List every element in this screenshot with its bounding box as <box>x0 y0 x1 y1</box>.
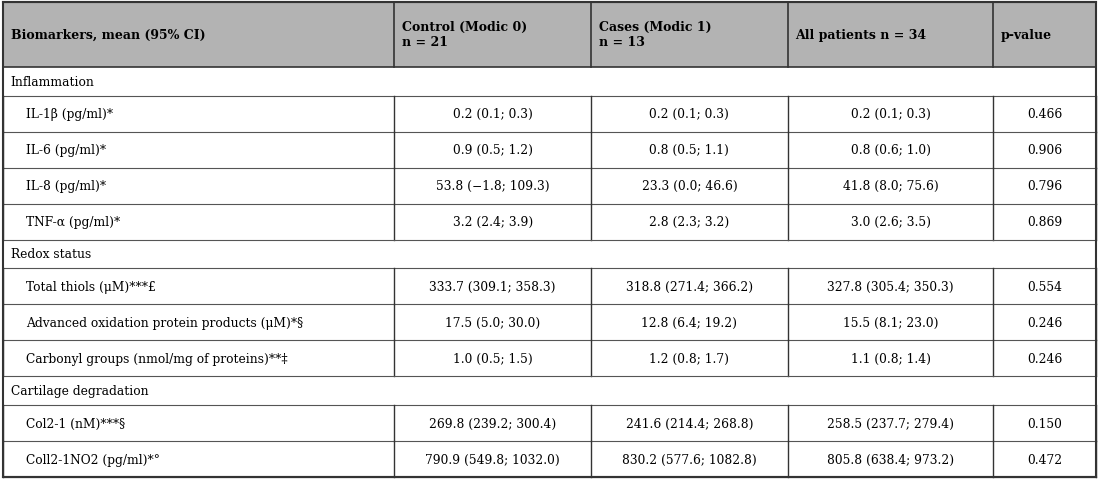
Bar <box>395 441 591 477</box>
Text: Inflammation: Inflammation <box>11 75 95 88</box>
Bar <box>788 305 993 340</box>
Bar <box>591 204 788 240</box>
Bar <box>395 305 591 340</box>
Bar <box>591 96 788 132</box>
Text: 333.7 (309.1; 358.3): 333.7 (309.1; 358.3) <box>430 280 556 293</box>
Bar <box>591 441 788 477</box>
Text: TNF-α (pg/ml)*: TNF-α (pg/ml)* <box>26 216 120 228</box>
Text: Cases (Modic 1)
n = 13: Cases (Modic 1) n = 13 <box>599 21 711 49</box>
Bar <box>788 204 993 240</box>
Bar <box>3 96 395 132</box>
Text: 0.554: 0.554 <box>1028 280 1062 293</box>
Bar <box>993 168 1096 204</box>
Text: 2.8 (2.3; 3.2): 2.8 (2.3; 3.2) <box>650 216 730 228</box>
Bar <box>395 269 591 305</box>
Bar <box>993 96 1096 132</box>
Bar <box>788 3 993 68</box>
Bar <box>3 3 395 68</box>
Text: 0.869: 0.869 <box>1026 216 1063 228</box>
Text: 241.6 (214.4; 268.8): 241.6 (214.4; 268.8) <box>625 417 753 430</box>
Text: 0.796: 0.796 <box>1028 180 1063 192</box>
Text: 0.8 (0.6; 1.0): 0.8 (0.6; 1.0) <box>851 144 931 156</box>
Bar <box>591 305 788 340</box>
Text: Col2-1 (nM)***§: Col2-1 (nM)***§ <box>26 417 125 430</box>
Bar <box>3 305 395 340</box>
Bar <box>3 168 395 204</box>
Bar <box>3 132 395 168</box>
Text: 0.472: 0.472 <box>1028 453 1063 466</box>
Text: 1.2 (0.8; 1.7): 1.2 (0.8; 1.7) <box>650 352 730 365</box>
Bar <box>993 340 1096 376</box>
Text: 53.8 (−1.8; 109.3): 53.8 (−1.8; 109.3) <box>436 180 550 192</box>
Text: 318.8 (271.4; 366.2): 318.8 (271.4; 366.2) <box>625 280 753 293</box>
Text: 0.150: 0.150 <box>1028 417 1062 430</box>
Bar <box>591 3 788 68</box>
Bar <box>3 376 1096 405</box>
Text: 0.466: 0.466 <box>1026 108 1063 121</box>
Text: Biomarkers, mean (95% CI): Biomarkers, mean (95% CI) <box>11 29 206 42</box>
Bar <box>993 204 1096 240</box>
Bar <box>591 269 788 305</box>
Bar <box>993 3 1096 68</box>
Bar <box>788 96 993 132</box>
Text: All patients n = 34: All patients n = 34 <box>796 29 926 42</box>
Bar <box>788 441 993 477</box>
Bar <box>3 405 395 441</box>
Text: Control (Modic 0)
n = 21: Control (Modic 0) n = 21 <box>402 21 528 49</box>
Bar <box>395 96 591 132</box>
Text: 15.5 (8.1; 23.0): 15.5 (8.1; 23.0) <box>843 316 939 329</box>
Text: IL-6 (pg/ml)*: IL-6 (pg/ml)* <box>26 144 107 156</box>
Bar <box>3 68 1096 96</box>
Bar <box>395 204 591 240</box>
Text: 3.2 (2.4; 3.9): 3.2 (2.4; 3.9) <box>453 216 533 228</box>
Bar <box>993 441 1096 477</box>
Text: Cartilage degradation: Cartilage degradation <box>11 384 148 397</box>
Bar <box>3 441 395 477</box>
Text: 0.8 (0.5; 1.1): 0.8 (0.5; 1.1) <box>650 144 730 156</box>
Text: 790.9 (549.8; 1032.0): 790.9 (549.8; 1032.0) <box>425 453 560 466</box>
Text: IL-8 (pg/ml)*: IL-8 (pg/ml)* <box>26 180 107 192</box>
Bar <box>3 204 395 240</box>
Bar <box>993 132 1096 168</box>
Text: 0.246: 0.246 <box>1026 316 1063 329</box>
Bar <box>993 405 1096 441</box>
Text: Total thiols (μM)***£: Total thiols (μM)***£ <box>26 280 156 293</box>
Bar <box>591 405 788 441</box>
Text: 1.1 (0.8; 1.4): 1.1 (0.8; 1.4) <box>851 352 931 365</box>
Bar <box>993 305 1096 340</box>
Bar <box>788 340 993 376</box>
Text: 269.8 (239.2; 300.4): 269.8 (239.2; 300.4) <box>429 417 556 430</box>
Bar <box>591 340 788 376</box>
Bar <box>993 269 1096 305</box>
Bar <box>3 240 1096 269</box>
Bar <box>591 132 788 168</box>
Bar <box>788 405 993 441</box>
Text: 805.8 (638.4; 973.2): 805.8 (638.4; 973.2) <box>826 453 954 466</box>
Bar <box>788 132 993 168</box>
Text: Coll2-1NO2 (pg/ml)*°: Coll2-1NO2 (pg/ml)*° <box>26 453 160 466</box>
Text: 12.8 (6.4; 19.2): 12.8 (6.4; 19.2) <box>642 316 737 329</box>
Bar <box>3 269 395 305</box>
Bar <box>591 168 788 204</box>
Text: 41.8 (8.0; 75.6): 41.8 (8.0; 75.6) <box>843 180 939 192</box>
Text: 0.2 (0.1; 0.3): 0.2 (0.1; 0.3) <box>453 108 533 121</box>
Bar <box>3 340 395 376</box>
Text: 0.9 (0.5; 1.2): 0.9 (0.5; 1.2) <box>453 144 533 156</box>
Bar <box>395 168 591 204</box>
Text: 327.8 (305.4; 350.3): 327.8 (305.4; 350.3) <box>828 280 954 293</box>
Text: p-value: p-value <box>1001 29 1052 42</box>
Bar <box>395 3 591 68</box>
Bar <box>788 269 993 305</box>
Text: Redox status: Redox status <box>11 248 91 261</box>
Bar <box>395 340 591 376</box>
Text: 1.0 (0.5; 1.5): 1.0 (0.5; 1.5) <box>453 352 533 365</box>
Text: 830.2 (577.6; 1082.8): 830.2 (577.6; 1082.8) <box>622 453 757 466</box>
Text: 0.906: 0.906 <box>1028 144 1063 156</box>
Text: Carbonyl groups (nmol/mg of proteins)**‡: Carbonyl groups (nmol/mg of proteins)**‡ <box>26 352 288 365</box>
Text: 0.2 (0.1; 0.3): 0.2 (0.1; 0.3) <box>851 108 931 121</box>
Text: 0.246: 0.246 <box>1026 352 1063 365</box>
Text: 3.0 (2.6; 3.5): 3.0 (2.6; 3.5) <box>851 216 931 228</box>
Text: 0.2 (0.1; 0.3): 0.2 (0.1; 0.3) <box>650 108 730 121</box>
Text: 258.5 (237.7; 279.4): 258.5 (237.7; 279.4) <box>828 417 954 430</box>
Text: 23.3 (0.0; 46.6): 23.3 (0.0; 46.6) <box>642 180 737 192</box>
